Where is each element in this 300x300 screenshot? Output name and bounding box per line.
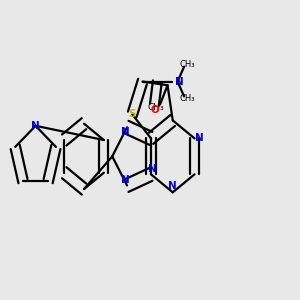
Text: N: N [175, 76, 184, 86]
Text: CH₃: CH₃ [147, 103, 164, 112]
Text: N: N [121, 175, 130, 185]
Text: CH₃: CH₃ [179, 94, 195, 103]
Text: O: O [150, 105, 159, 115]
Text: N: N [31, 121, 40, 131]
Text: N: N [168, 181, 177, 191]
Text: S: S [128, 110, 136, 119]
Text: CH₃: CH₃ [179, 60, 195, 69]
Text: N: N [148, 164, 157, 174]
Text: N: N [195, 134, 203, 143]
Text: N: N [121, 128, 130, 137]
